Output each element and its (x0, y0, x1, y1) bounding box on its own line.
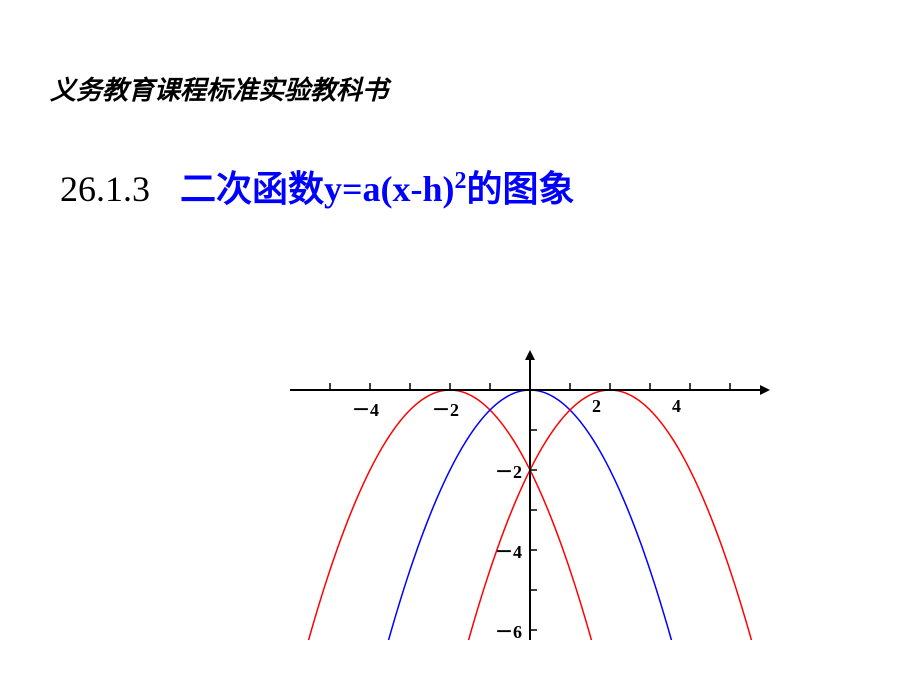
title-suffix: 的图象 (467, 169, 575, 209)
x-tick-label: －4 (352, 396, 379, 422)
x-tick-label: 2 (592, 396, 601, 417)
x-tick-label: 4 (672, 396, 681, 417)
page-title: 二次函数y=a(x-h)2的图象 (180, 160, 575, 212)
textbook-subtitle: 义务教育课程标准实验教科书 (50, 70, 388, 107)
parabola-chart: －4－224－2－4－6 (280, 330, 780, 640)
section-number: 26.1.3 (60, 168, 150, 210)
title-prefix: 二次函数y=a(x-h) (180, 169, 455, 209)
title-row: 26.1.3 二次函数y=a(x-h)2的图象 (60, 160, 575, 212)
y-tick-label: －4 (495, 538, 522, 564)
y-tick-label: －6 (495, 618, 522, 644)
title-exponent: 2 (455, 168, 467, 194)
chart-label-layer: －4－224－2－4－6 (280, 330, 780, 640)
x-tick-label: －2 (432, 396, 459, 422)
y-tick-label: －2 (495, 458, 522, 484)
